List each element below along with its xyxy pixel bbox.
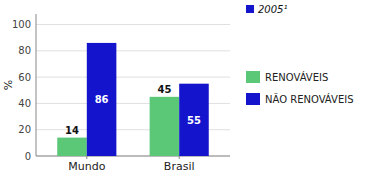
- bar: [87, 43, 117, 156]
- x-tick: [179, 156, 180, 159]
- x-tick-label: Brasil: [164, 160, 195, 173]
- chart-container: 0 20 40 60 80 100% 14 86 45 55 Mundo Brasil RENOVÁVE…: [0, 0, 380, 184]
- y-axis-label: %: [2, 80, 15, 90]
- bar: [57, 138, 87, 156]
- y-tick-label: 60: [18, 72, 31, 83]
- chart-svg: 0 20 40 60 80 100% 14 86 45 55 Mundo Brasil RENOVÁVE…: [0, 0, 380, 184]
- y-axis-line: [36, 14, 37, 156]
- y-tick-label: 40: [18, 98, 31, 109]
- annotation: 2005¹: [258, 4, 287, 15]
- x-tick: [86, 156, 87, 159]
- legend-label: NÃO RENOVÁVEIS: [265, 93, 354, 105]
- legend: RENOVÁVEIS NÃO RENOVÁVEIS: [246, 71, 354, 105]
- grid-line: [36, 77, 230, 78]
- annotation-swatch: [246, 5, 254, 13]
- legend-swatch: [246, 71, 260, 83]
- y-tick-label: 20: [18, 124, 31, 135]
- y-tick-label: 100: [12, 19, 31, 30]
- x-tick-label: Mundo: [68, 160, 105, 173]
- grid-line: [36, 50, 230, 51]
- data-label: 45: [157, 84, 171, 95]
- y-tick-label: 80: [18, 45, 31, 56]
- bars: [57, 43, 209, 156]
- data-label: 55: [187, 115, 201, 126]
- bar: [179, 84, 209, 156]
- data-label: 86: [95, 94, 109, 105]
- grid-line: [36, 24, 230, 25]
- bar: [150, 97, 180, 156]
- legend-swatch: [246, 93, 260, 105]
- data-label: 14: [65, 125, 79, 136]
- legend-label: RENOVÁVEIS: [265, 71, 328, 83]
- data-labels: 14 86 45 55: [65, 84, 201, 136]
- y-tick-label: 0: [25, 151, 31, 162]
